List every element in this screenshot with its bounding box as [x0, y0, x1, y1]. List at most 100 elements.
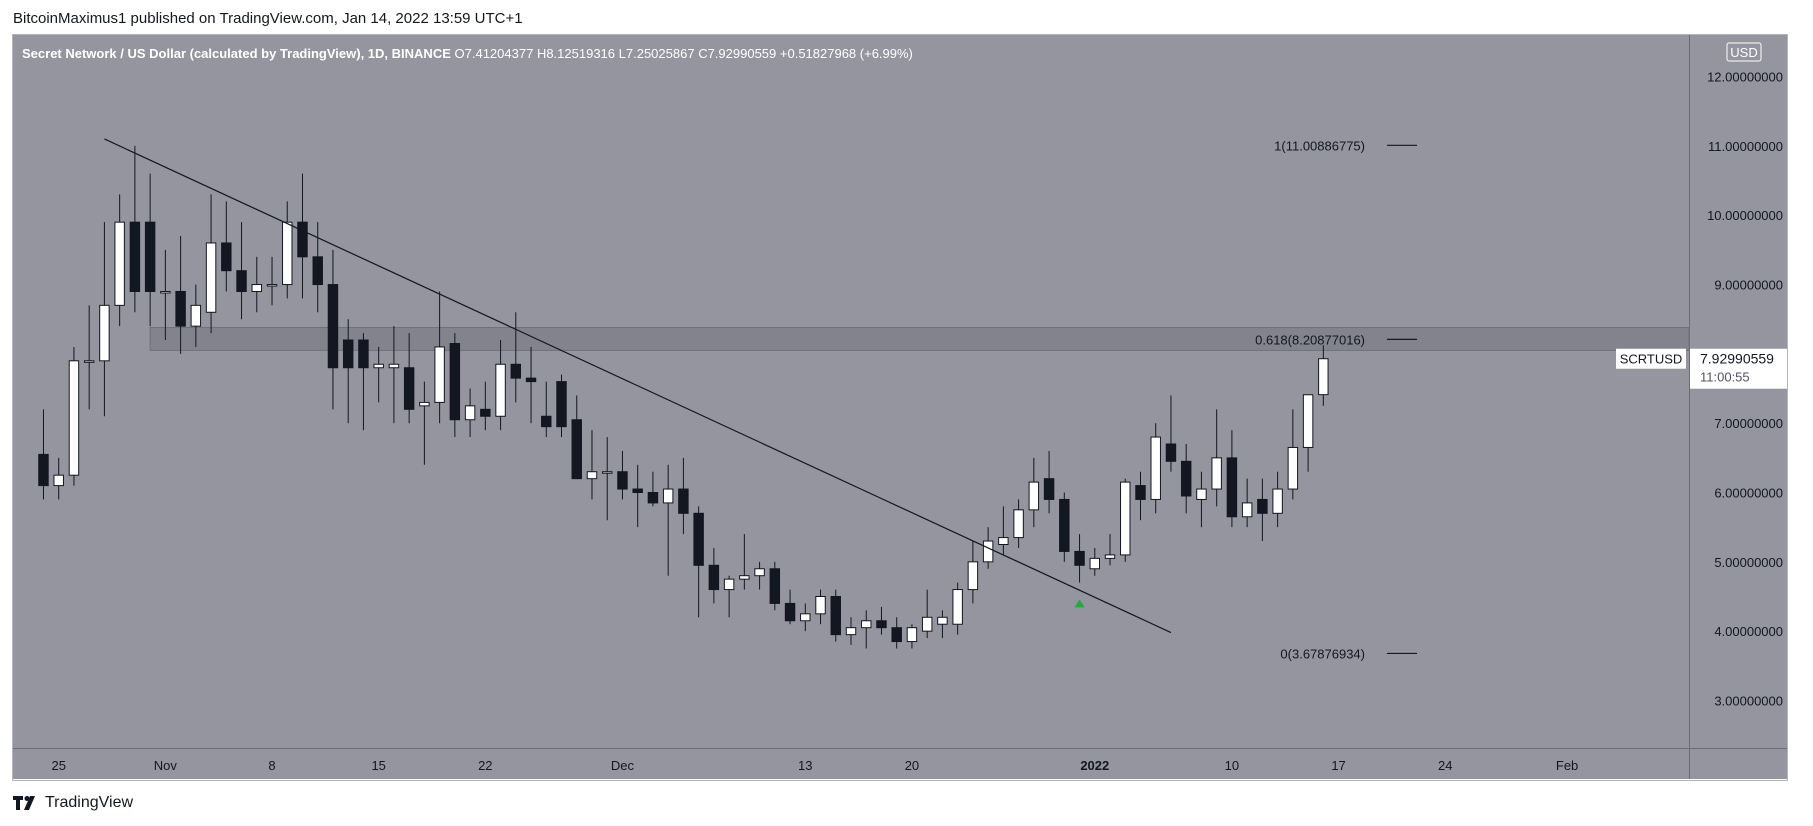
candle-body-up	[68, 360, 80, 476]
candle-body-down	[1165, 443, 1177, 462]
y-tick-label: 6.00000000	[1714, 486, 1783, 501]
candle-body-up	[1241, 502, 1253, 518]
candle-body-down	[693, 512, 704, 566]
symbol-tag-box	[1616, 348, 1686, 369]
candle	[342, 319, 354, 424]
candle	[845, 617, 857, 646]
candle-body-up	[266, 284, 278, 287]
candle-body-up	[815, 595, 826, 615]
candle-body-down	[541, 415, 552, 428]
candle	[358, 333, 369, 431]
candle	[1211, 409, 1222, 507]
candle-body-down	[1180, 460, 1192, 497]
candle-body-up	[601, 471, 613, 474]
candle-body-up	[205, 242, 217, 313]
candle	[739, 534, 750, 590]
candle-body-up	[921, 616, 933, 632]
time-axis-background	[13, 749, 1787, 779]
y-tick-label: 11.00000000	[1708, 139, 1783, 154]
candle-body-up	[1013, 509, 1024, 539]
legend-h-label: H	[537, 46, 546, 61]
tradingview-brand-text: TradingView	[45, 794, 134, 811]
x-tick-label: 15	[371, 758, 385, 773]
candle	[1059, 492, 1070, 562]
candle	[1196, 471, 1207, 528]
candle	[297, 173, 308, 299]
candle-body-down	[175, 290, 186, 327]
candle	[419, 381, 430, 465]
candle-body-down	[342, 339, 354, 369]
candle-body-up	[1120, 481, 1131, 556]
candle	[876, 606, 887, 635]
legend-h-value: 8.12519316	[546, 46, 615, 61]
fib-level-label: 0.618(8.20877016)	[1255, 332, 1365, 347]
candle	[38, 409, 49, 500]
tradingview-branding[interactable]: TradingView	[13, 794, 133, 812]
candle-body-up	[464, 405, 476, 421]
candle	[236, 222, 247, 320]
candle-body-up	[434, 346, 445, 403]
x-tick-label: 13	[798, 758, 812, 773]
candle-body-up	[952, 589, 963, 625]
candle-body-up	[1211, 457, 1222, 490]
legend-change: +0.51827968 (+6.99%)	[780, 46, 913, 61]
candle-body-down	[327, 284, 339, 369]
candle	[967, 541, 979, 604]
candle-body-up	[739, 575, 750, 580]
candle	[998, 506, 1009, 555]
candle-body-up	[1028, 481, 1040, 511]
candle-body-up	[1302, 394, 1314, 448]
candle	[586, 430, 598, 500]
candle-body-up	[906, 627, 918, 643]
candle	[68, 346, 80, 486]
candle-body-down	[632, 488, 643, 494]
candle-body-down	[38, 453, 49, 487]
candle	[891, 617, 902, 649]
candle	[617, 450, 628, 500]
candle	[1028, 457, 1040, 528]
candle	[434, 291, 445, 424]
candle-body-up	[845, 627, 857, 636]
candle	[1257, 478, 1268, 542]
candle	[556, 374, 567, 438]
x-tick-label: Feb	[1556, 758, 1578, 773]
candle-body-down	[876, 620, 887, 629]
candle	[1241, 478, 1253, 528]
candle	[662, 464, 674, 576]
candle	[327, 249, 339, 410]
candle-body-up	[1150, 436, 1161, 500]
candle-body-down	[129, 221, 141, 292]
legend-c-value: 7.92990559	[708, 46, 777, 61]
candle	[784, 589, 796, 625]
x-tick-label: 20	[905, 758, 919, 773]
candle	[861, 610, 872, 649]
candle-body-up	[586, 471, 598, 480]
candle	[952, 582, 963, 635]
candle	[800, 603, 811, 632]
x-tick-label: 25	[51, 758, 65, 773]
legend-l-label: L	[619, 46, 626, 61]
candle	[769, 561, 781, 611]
x-tick-label: Dec	[611, 758, 635, 773]
candle-body-up	[998, 537, 1009, 546]
candle	[1074, 534, 1085, 583]
candle-body-up	[1089, 557, 1101, 570]
candle	[1135, 471, 1146, 521]
candle	[495, 340, 506, 431]
candle-body-down	[449, 342, 461, 421]
candle-body-up	[282, 221, 293, 286]
candle-body-up	[1104, 554, 1116, 559]
publish-info: BitcoinMaximus1 published on TradingView…	[13, 10, 523, 27]
candle	[144, 173, 156, 327]
candle-body-down	[617, 471, 628, 490]
fib-level-label: 1(11.00886775)	[1274, 138, 1365, 153]
y-tick-label: 9.00000000	[1714, 278, 1783, 293]
y-tick-label: 5.00000000	[1714, 555, 1783, 570]
candle	[1272, 471, 1283, 528]
candle	[678, 457, 689, 535]
candle	[1318, 345, 1329, 406]
candle	[525, 346, 537, 424]
candle	[1013, 499, 1024, 548]
candle	[480, 381, 491, 431]
